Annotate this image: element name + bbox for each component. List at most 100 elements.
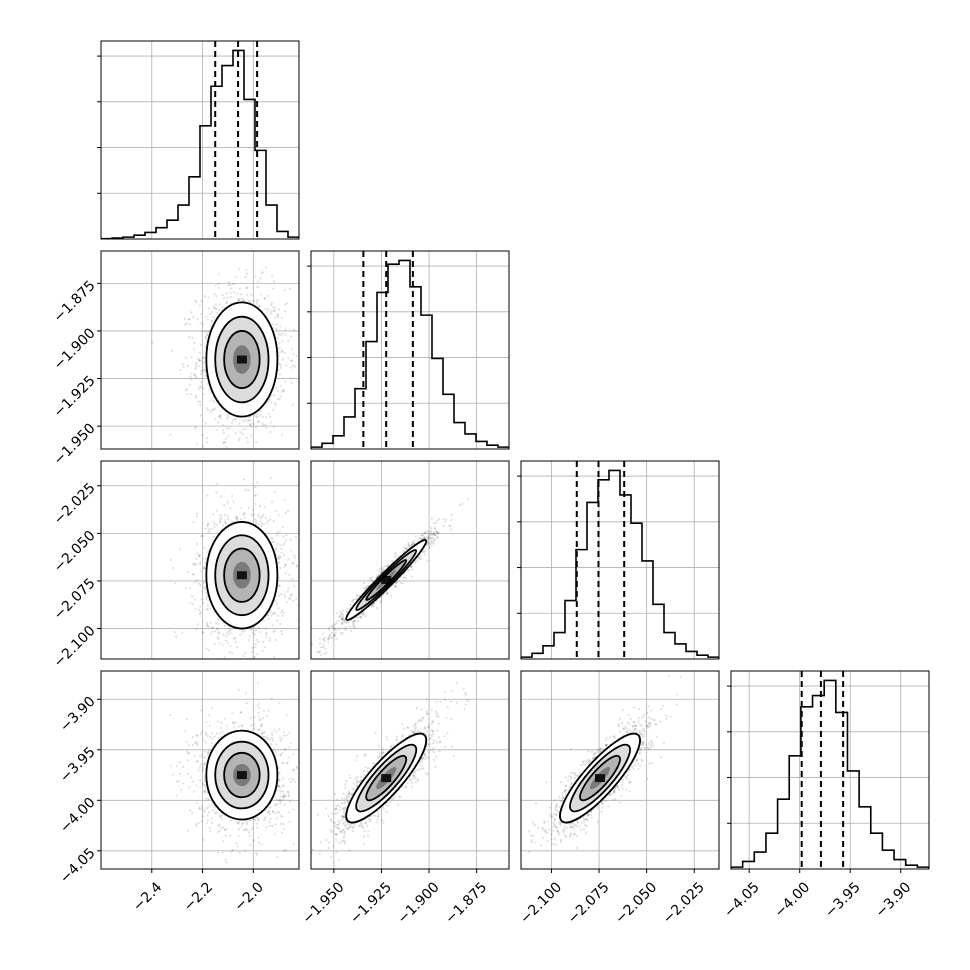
scatter-point (184, 729, 187, 732)
scatter-point (290, 549, 293, 552)
scatter-point (235, 517, 238, 520)
scatter-point (352, 598, 356, 601)
scatter-point (379, 601, 382, 604)
scatter-point (230, 422, 234, 425)
scatter-point (201, 356, 205, 359)
scatter-point (436, 530, 439, 534)
scatter-point (171, 773, 174, 776)
scatter-point (339, 610, 342, 613)
scatter-point (267, 519, 270, 522)
scatter-point (273, 629, 276, 632)
scatter-point (249, 843, 252, 847)
scatter-point (229, 629, 232, 632)
scatter-point (213, 307, 216, 310)
scatter-point (231, 849, 234, 852)
scatter-point (206, 523, 210, 526)
scatter-point (194, 367, 197, 370)
scatter-point (427, 541, 431, 545)
scatter-point (384, 565, 387, 568)
scatter-point (349, 603, 352, 606)
scatter-point (270, 477, 273, 480)
scatter-point (265, 627, 268, 631)
scatter-point (364, 614, 367, 618)
scatter-point (258, 305, 261, 308)
scatter-point (222, 840, 225, 843)
scatter-point (202, 601, 205, 605)
scatter-point (269, 518, 272, 521)
scatter-point (275, 328, 278, 331)
scatter-point (288, 756, 291, 759)
scatter-point (407, 541, 410, 545)
scatter-point (342, 620, 346, 623)
scatter-point (227, 284, 230, 287)
scatter-point (356, 620, 360, 623)
scatter-point (256, 286, 259, 289)
scatter-point (274, 316, 277, 319)
scatter-point (198, 385, 201, 388)
scatter-point (199, 414, 203, 417)
scatter-point (199, 569, 202, 572)
scatter-point (342, 631, 345, 635)
scatter-point (403, 576, 406, 579)
scatter-point (352, 624, 355, 627)
scatter-point (236, 821, 239, 825)
scatter-point (349, 629, 352, 633)
scatter-point (232, 283, 235, 286)
scatter-point (269, 817, 272, 820)
scatter-point (436, 532, 439, 536)
scatter-point (193, 341, 196, 345)
scatter-point (209, 621, 212, 624)
scatter-point (196, 552, 199, 555)
scatter-point (263, 296, 266, 300)
scatter-point (226, 414, 229, 417)
scatter-point (201, 756, 204, 759)
scatter-point (190, 392, 193, 396)
scatter-point (201, 330, 204, 333)
scatter-point (270, 731, 274, 734)
scatter-point (182, 366, 185, 369)
scatter-point (448, 524, 451, 527)
scatter-point (250, 627, 253, 630)
scatter-point (238, 267, 241, 271)
scatter-point (341, 621, 344, 624)
scatter-point (242, 298, 245, 302)
scatter-point (248, 299, 251, 302)
scatter-point (195, 300, 198, 304)
scatter-point (250, 293, 253, 296)
scatter-point (261, 640, 265, 643)
scatter-point (394, 553, 397, 557)
scatter-point (188, 318, 191, 321)
scatter-point (217, 272, 220, 275)
scatter-point (247, 831, 250, 834)
scatter-point (435, 530, 438, 533)
scatter-point (240, 293, 243, 296)
scatter-point (237, 827, 240, 831)
scatter-point (265, 633, 268, 636)
scatter-point (202, 368, 205, 371)
scatter-point (265, 631, 268, 634)
scatter-point (278, 398, 281, 401)
scatter-point (263, 506, 266, 509)
scatter-point (215, 732, 218, 735)
scatter-point (251, 646, 254, 650)
scatter-point (426, 530, 430, 533)
scatter-point (358, 594, 361, 597)
scatter-point (169, 713, 172, 717)
scatter-point (399, 581, 403, 585)
scatter-point (197, 582, 201, 585)
scatter-point (255, 302, 258, 305)
scatter-point (207, 648, 210, 652)
scatter-point (224, 828, 227, 831)
scatter-point (280, 752, 284, 755)
scatter-point (202, 361, 205, 364)
scatter-point (341, 618, 345, 621)
scatter-point (198, 612, 202, 616)
scatter-point (227, 434, 230, 437)
scatter-point (241, 630, 244, 633)
scatter-point (427, 534, 430, 537)
scatter-point (219, 417, 222, 420)
scatter-point (246, 286, 249, 289)
scatter-point (281, 525, 284, 529)
scatter-point (356, 595, 359, 598)
scatter-point (214, 306, 217, 310)
